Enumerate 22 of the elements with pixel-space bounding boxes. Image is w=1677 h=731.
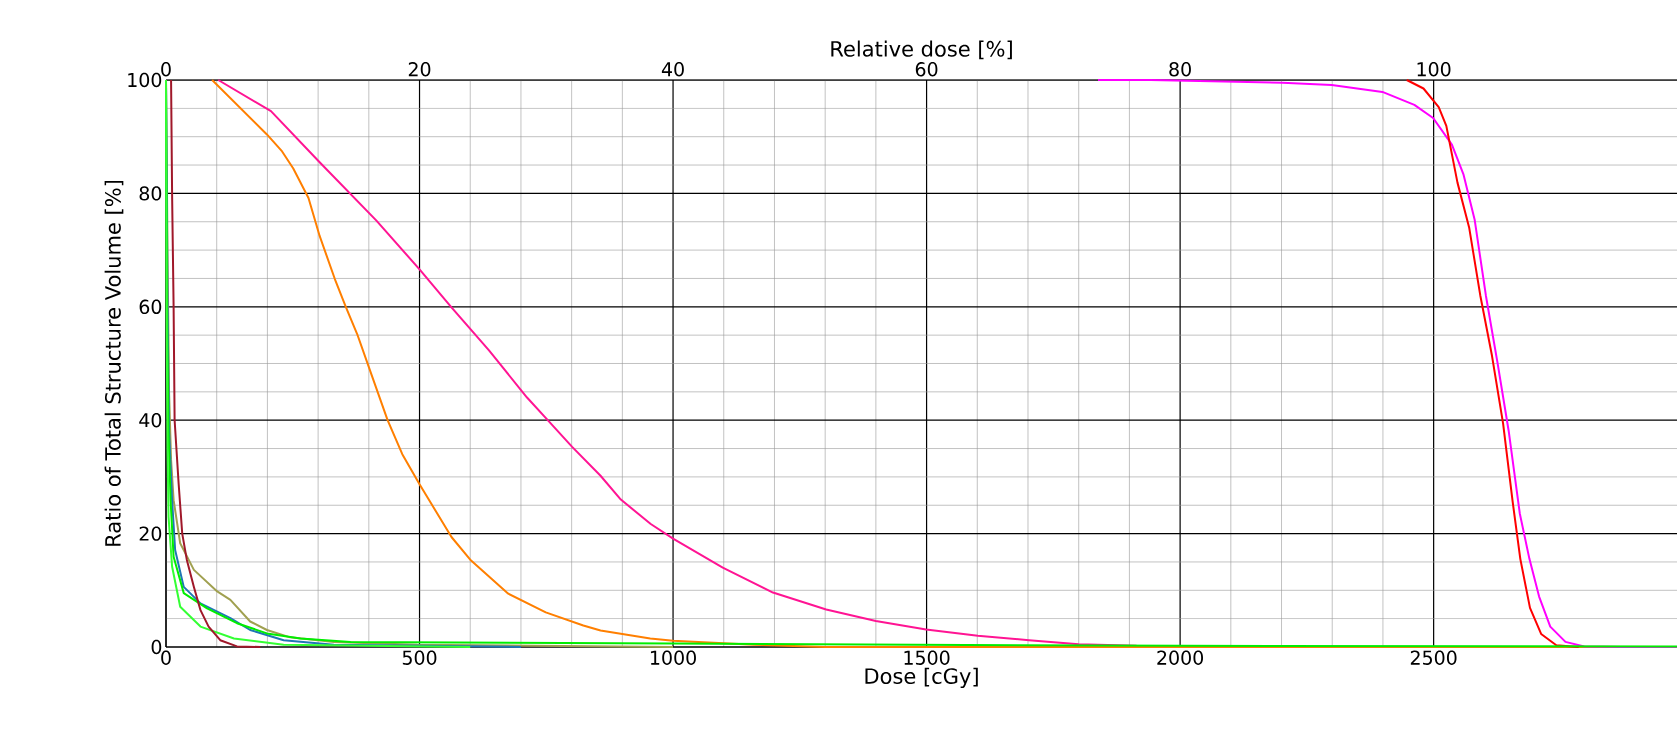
- y-axis-title: Ratio of Total Structure Volume [%]: [104, 180, 124, 546]
- y-tick-label: 60: [139, 299, 162, 314]
- y-tick-label: 0: [151, 639, 162, 655]
- x-axis-title: Dose [cGy]: [865, 667, 978, 689]
- line-series: [1096, 78, 1677, 648]
- x-tick-label: 1000: [650, 650, 696, 665]
- x-tick-label: 500: [402, 650, 437, 665]
- x2-axis-title: Relative dose [%]: [831, 40, 1012, 60]
- x2-tick-label: 20: [408, 62, 431, 77]
- y-tick-label: 40: [139, 413, 162, 428]
- x2-tick-label: 100: [1417, 62, 1451, 77]
- y-tick-label: 20: [139, 526, 162, 541]
- x2-tick-label: 80: [1169, 62, 1191, 77]
- x2-tick-label: 60: [915, 62, 938, 77]
- line-series: [170, 78, 262, 648]
- line-series: [1405, 78, 1580, 648]
- x-tick-label: 2000: [1157, 650, 1204, 665]
- y-tick-label: 80: [139, 186, 162, 201]
- x2-tick-label: 40: [661, 62, 684, 77]
- y-tick-label: 100: [128, 72, 162, 88]
- x-tick-label: 1500: [904, 650, 950, 665]
- x-tick-label: 2500: [1410, 650, 1457, 665]
